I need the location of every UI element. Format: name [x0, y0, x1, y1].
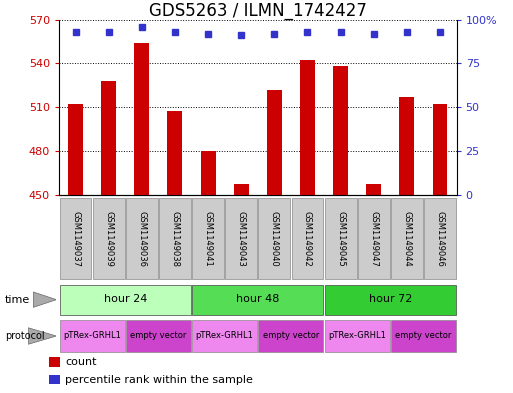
Bar: [259, 198, 290, 279]
Text: hour 24: hour 24: [104, 294, 147, 304]
Bar: [159, 198, 191, 279]
Text: GSM1149047: GSM1149047: [369, 211, 378, 267]
Bar: [192, 285, 323, 315]
Bar: [325, 285, 456, 315]
Text: protocol: protocol: [5, 331, 45, 341]
Bar: [400, 97, 415, 195]
Bar: [192, 198, 224, 279]
Bar: [126, 198, 157, 279]
Text: pTRex-GRHL1: pTRex-GRHL1: [196, 331, 253, 340]
Bar: [333, 66, 348, 195]
Bar: [60, 285, 191, 315]
Bar: [49, 357, 60, 367]
Bar: [201, 151, 215, 195]
Bar: [126, 320, 191, 352]
Text: GSM1149043: GSM1149043: [236, 211, 246, 267]
Text: hour 72: hour 72: [369, 294, 412, 304]
Polygon shape: [33, 292, 56, 307]
Text: GSM1149042: GSM1149042: [303, 211, 312, 266]
Text: GSM1149040: GSM1149040: [270, 211, 279, 266]
Text: GSM1149041: GSM1149041: [204, 211, 212, 266]
Text: empty vector: empty vector: [263, 331, 319, 340]
Title: GDS5263 / ILMN_1742427: GDS5263 / ILMN_1742427: [149, 2, 367, 20]
Text: count: count: [65, 357, 96, 367]
Text: hour 48: hour 48: [236, 294, 280, 304]
Text: pTRex-GRHL1: pTRex-GRHL1: [63, 331, 121, 340]
Text: empty vector: empty vector: [395, 331, 451, 340]
Text: GSM1149038: GSM1149038: [170, 211, 180, 267]
Bar: [358, 198, 390, 279]
Text: empty vector: empty vector: [130, 331, 187, 340]
Text: percentile rank within the sample: percentile rank within the sample: [65, 375, 253, 384]
Text: pTRex-GRHL1: pTRex-GRHL1: [328, 331, 386, 340]
Bar: [325, 198, 357, 279]
Text: GSM1149045: GSM1149045: [336, 211, 345, 266]
Bar: [291, 198, 323, 279]
Bar: [432, 104, 447, 195]
Bar: [93, 198, 125, 279]
Text: GSM1149044: GSM1149044: [402, 211, 411, 266]
Text: GSM1149037: GSM1149037: [71, 211, 80, 267]
Bar: [424, 198, 456, 279]
Text: time: time: [5, 295, 30, 305]
Text: GSM1149046: GSM1149046: [436, 211, 444, 267]
Bar: [391, 198, 423, 279]
Bar: [267, 90, 282, 195]
Bar: [325, 320, 390, 352]
Bar: [300, 61, 315, 195]
Bar: [168, 112, 183, 195]
Bar: [366, 184, 381, 195]
Polygon shape: [28, 328, 56, 344]
Text: GSM1149036: GSM1149036: [137, 211, 146, 267]
Bar: [49, 375, 60, 384]
Bar: [259, 320, 323, 352]
Bar: [101, 81, 116, 195]
Bar: [234, 184, 249, 195]
Bar: [68, 104, 83, 195]
Bar: [391, 320, 456, 352]
Bar: [60, 198, 91, 279]
Bar: [192, 320, 257, 352]
Bar: [60, 320, 125, 352]
Text: GSM1149039: GSM1149039: [104, 211, 113, 267]
Bar: [134, 43, 149, 195]
Bar: [225, 198, 257, 279]
